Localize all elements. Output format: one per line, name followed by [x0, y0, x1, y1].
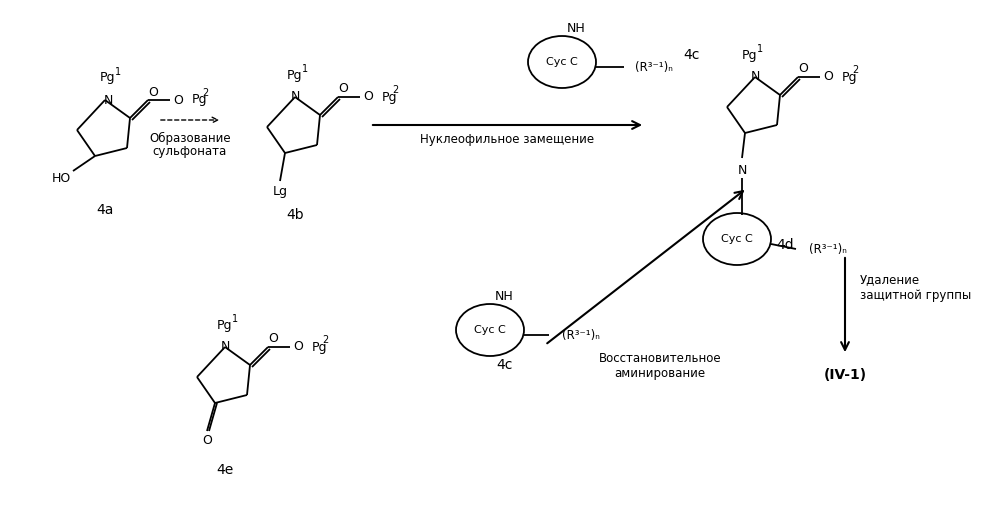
Text: N: N: [750, 71, 759, 83]
Text: Pg: Pg: [842, 71, 857, 83]
Text: 4c: 4c: [684, 48, 701, 62]
Text: O: O: [823, 71, 833, 83]
Text: защитной группы: защитной группы: [860, 289, 971, 302]
Text: 1: 1: [756, 44, 763, 54]
Text: (IV-1): (IV-1): [823, 368, 866, 382]
Text: Восстановительное: Восстановительное: [599, 352, 722, 365]
Text: 1: 1: [302, 64, 308, 74]
Text: O: O: [293, 340, 303, 354]
Text: NH: NH: [567, 23, 586, 35]
Text: Cyc C: Cyc C: [546, 57, 578, 67]
Text: 1: 1: [115, 67, 121, 77]
Text: 2: 2: [202, 88, 209, 98]
Text: O: O: [338, 83, 348, 95]
Text: Удаление: Удаление: [860, 274, 920, 287]
Text: (R³⁻¹)ₙ: (R³⁻¹)ₙ: [635, 61, 673, 73]
Text: 2: 2: [392, 85, 398, 95]
Text: O: O: [798, 63, 808, 75]
Text: N: N: [104, 93, 113, 106]
Text: (R³⁻¹)ₙ: (R³⁻¹)ₙ: [809, 242, 847, 256]
Text: Lg: Lg: [272, 184, 287, 198]
Text: 2: 2: [852, 65, 858, 75]
Text: N: N: [221, 340, 230, 354]
Text: Pg: Pg: [100, 72, 116, 84]
Text: Cyc C: Cyc C: [722, 234, 752, 244]
Text: O: O: [202, 434, 212, 447]
Text: 4c: 4c: [497, 358, 513, 372]
Text: 4a: 4a: [97, 203, 114, 217]
Text: аминирование: аминирование: [615, 366, 706, 379]
Text: 1: 1: [232, 314, 239, 324]
Text: Образование: Образование: [149, 131, 231, 144]
Text: O: O: [363, 91, 373, 103]
Text: NH: NH: [495, 290, 513, 304]
Text: Pg: Pg: [287, 69, 302, 82]
Text: O: O: [148, 85, 158, 99]
Text: O: O: [173, 93, 183, 106]
Text: O: O: [268, 333, 277, 346]
Text: Нуклеофильное замещение: Нуклеофильное замещение: [420, 133, 594, 147]
Text: 4e: 4e: [217, 463, 234, 477]
Text: 4b: 4b: [286, 208, 303, 222]
Text: сульфоната: сульфоната: [153, 145, 228, 159]
Text: (R³⁻¹)ₙ: (R³⁻¹)ₙ: [562, 328, 600, 341]
Text: 4d: 4d: [776, 238, 793, 252]
Text: Pg: Pg: [382, 91, 397, 103]
Text: Pg: Pg: [192, 93, 208, 106]
Text: Pg: Pg: [743, 48, 757, 62]
Text: Pg: Pg: [312, 340, 327, 354]
Text: Pg: Pg: [218, 318, 233, 331]
Text: N: N: [738, 164, 747, 178]
Text: 2: 2: [322, 335, 328, 345]
Text: N: N: [290, 91, 299, 103]
Text: HO: HO: [51, 171, 71, 184]
Text: Cyc C: Cyc C: [474, 325, 506, 335]
